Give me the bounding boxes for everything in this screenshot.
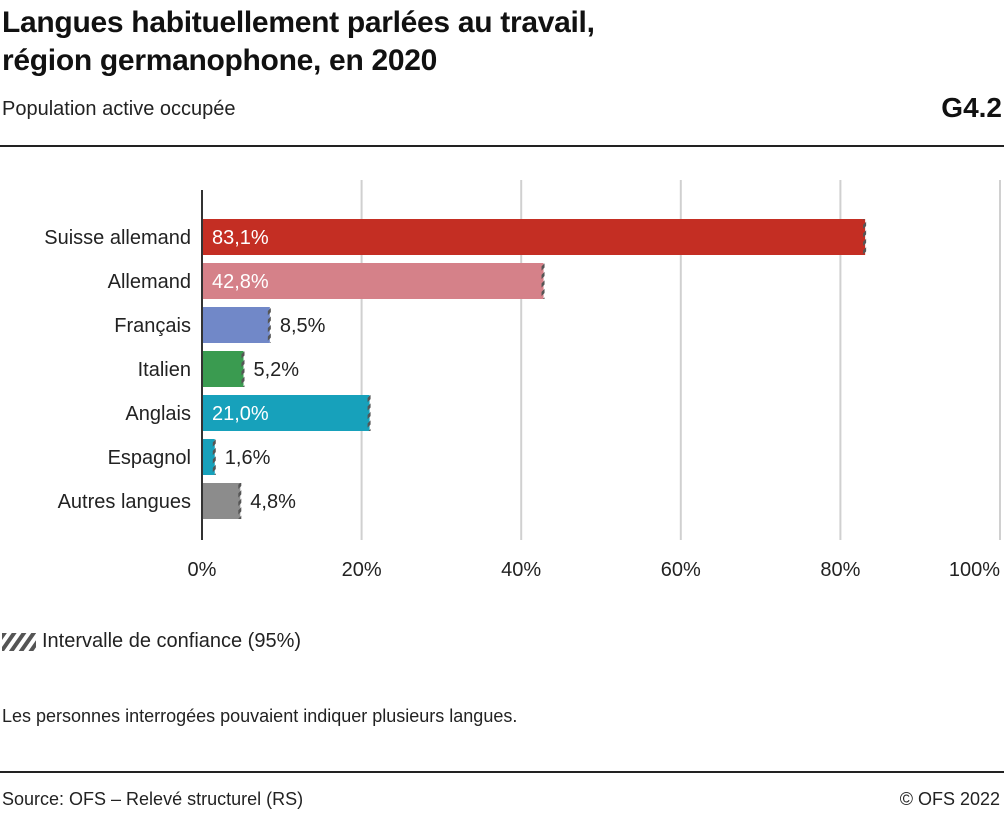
- value-labels: 83,1% 42,8% 8,5% 5,2% 21,0% 1,6% 4,8%: [212, 227, 326, 513]
- footer-rule: [0, 771, 1004, 773]
- category-labels: Suisse allemand Allemand Français Italien An…: [44, 227, 191, 513]
- bar: [202, 351, 244, 387]
- graph-number: G4.2: [941, 92, 1002, 123]
- x-tick-label: 40%: [501, 559, 541, 581]
- category-label: Italien: [138, 359, 191, 381]
- category-label: Français: [114, 315, 191, 337]
- footnote: Les personnes interrogées pouvaient indi…: [2, 706, 518, 726]
- chart-title-line2: région germanophone, en 2020: [2, 44, 438, 77]
- confidence-interval-hatch-icon: [2, 632, 36, 651]
- bar: [202, 307, 270, 343]
- confidence-interval-mark: [267, 307, 271, 343]
- value-label: 8,5%: [280, 315, 326, 337]
- bar-chart: Suisse allemand Allemand Français Italien An…: [44, 180, 1001, 581]
- copyright-text: © OFS 2022: [899, 789, 1000, 809]
- x-tick-label: 60%: [661, 559, 701, 581]
- x-tick-label: 20%: [342, 559, 382, 581]
- category-label: Allemand: [108, 271, 191, 293]
- value-label: 21,0%: [212, 403, 269, 425]
- bar: [202, 395, 370, 431]
- chart-title: Langues habituellement parlées au travai…: [2, 4, 902, 80]
- confidence-interval-mark: [541, 263, 545, 299]
- chart-title-line1: Langues habituellement parlées au travai…: [2, 6, 595, 39]
- legend: Intervalle de confiance (95%): [2, 630, 301, 653]
- category-label: Anglais: [125, 403, 191, 425]
- legend-label-confidence-interval: Intervalle de confiance (95%): [42, 630, 302, 652]
- category-label: Suisse allemand: [44, 227, 191, 249]
- x-tick-label: 100%: [949, 559, 1000, 581]
- value-label: 5,2%: [253, 359, 299, 381]
- confidence-interval-mark: [238, 483, 242, 519]
- confidence-interval-mark: [863, 219, 867, 255]
- header-rule: [0, 145, 1004, 147]
- confidence-interval-mark: [241, 351, 245, 387]
- value-label: 83,1%: [212, 227, 269, 249]
- chart-subtitle: Population active occupée: [2, 98, 236, 120]
- category-label: Autres langues: [58, 491, 191, 513]
- category-label: Espagnol: [108, 447, 191, 469]
- x-tick-label: 0%: [188, 559, 217, 581]
- bar: [202, 483, 241, 519]
- bars: [202, 219, 867, 519]
- value-label: 1,6%: [225, 447, 271, 469]
- bar: [202, 439, 215, 475]
- bar: [202, 219, 866, 255]
- x-tick-label: 80%: [820, 559, 860, 581]
- confidence-interval-mark: [212, 439, 216, 475]
- value-label: 4,8%: [250, 491, 296, 513]
- x-tick-labels: 0% 20% 40% 60% 80% 100%: [188, 559, 1001, 581]
- value-label: 42,8%: [212, 271, 269, 293]
- source-text: Source: OFS – Relevé structurel (RS): [2, 789, 304, 809]
- bar: [202, 263, 544, 299]
- confidence-interval-mark: [367, 395, 371, 431]
